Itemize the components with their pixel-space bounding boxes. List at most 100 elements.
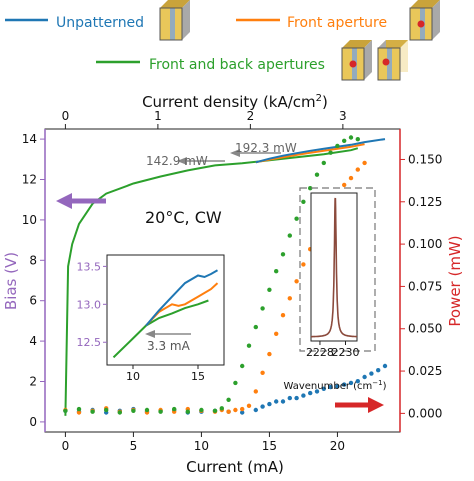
power-point-unpatterned [382, 363, 388, 369]
power-point-unpatterned [342, 382, 347, 387]
power-axis-arrow [335, 397, 384, 413]
power-point-front [348, 175, 354, 181]
power-point-both [199, 407, 204, 413]
device-icon-both-apertures-front [341, 40, 372, 81]
power-point-both [63, 408, 68, 413]
bias-line-both [64, 147, 359, 416]
inset-bias-frame [106, 254, 225, 366]
y-right-axis-title: Power (mW) [446, 235, 464, 326]
power-point-unpatterned [328, 384, 333, 390]
inset-bias-y-tick-label: 13.0 [77, 298, 102, 311]
axis-ticks: 0 5 10 15 200 1 2 3024681012140.0000.0250.0500.… [22, 109, 443, 453]
x-bottom-tick-label: 10 [194, 439, 209, 453]
x-top-tick-label: 1 [154, 109, 162, 123]
power-point-both [355, 137, 360, 142]
power-point-both [280, 252, 286, 257]
data-series [63, 135, 388, 416]
inset-bias-line-front [145, 282, 219, 327]
x-top-axis-title: Current density (kA/cm2) [142, 93, 328, 111]
inset-bias-line-unpatterned [145, 269, 219, 327]
power-point-both [212, 408, 218, 413]
inset-bias-y-tick-label: 12.5 [77, 336, 102, 349]
power-point-unpatterned [274, 399, 279, 404]
inset-bias-line-both [112, 299, 209, 359]
power-point-both [294, 216, 299, 221]
power-point-front [76, 410, 82, 415]
power-point-unpatterned [253, 407, 258, 413]
y-left-tick-label: 12 [22, 173, 37, 187]
power-point-both [301, 199, 306, 204]
power-point-both [267, 287, 272, 292]
power-point-unpatterned [267, 401, 272, 407]
inset-spectrum-xlabel: Wavenumber (cm−1) [283, 379, 386, 392]
power-point-front [294, 279, 299, 284]
power-point-both [158, 409, 163, 414]
inset-bias-x-tick-label: 10 [126, 370, 140, 383]
power-point-unpatterned [260, 404, 265, 409]
mw-annotation-arrows [177, 149, 281, 165]
y-right-tick-label: 0.050 [408, 322, 442, 336]
annotation-192mw: 192.3 mW [235, 141, 297, 155]
legend-label-both: Front and back apertures [149, 57, 325, 73]
power-point-both [233, 380, 238, 386]
inset-spectrum-line [311, 197, 357, 338]
y-right-tick-label: 0.125 [408, 195, 442, 209]
y-left-tick-label: 6 [29, 294, 37, 308]
power-point-front [226, 409, 231, 414]
power-point-both [144, 407, 150, 413]
condition-label: 20°C, CW [145, 208, 222, 227]
power-point-both [185, 409, 190, 414]
y-right-tick-label: 0.075 [408, 279, 442, 293]
power-point-front [240, 406, 245, 412]
power-point-both [314, 172, 320, 177]
power-point-both [219, 406, 224, 411]
y-right-tick-label: 0.000 [408, 406, 442, 420]
power-point-front [287, 296, 292, 301]
power-point-front [267, 351, 272, 357]
x-bottom-tick-label: 5 [130, 439, 138, 453]
inset-shift-label: 3.3 mA [147, 339, 191, 353]
power-point-both [342, 138, 347, 143]
bias-line-front [255, 143, 365, 164]
power-point-both [348, 135, 354, 140]
y-right-tick-label: 0.150 [408, 152, 442, 166]
x-bottom-tick-label: 20 [330, 439, 345, 453]
inset-bias-y-tick-label: 13.5 [77, 260, 102, 273]
legend-label-front: Front aperture [287, 15, 387, 31]
device-icon-both-apertures-back [377, 40, 408, 81]
power-point-front [233, 407, 238, 413]
x-bottom-tick-label: 0 [62, 439, 70, 453]
inset-spectrum-x-tick-label: 2228 [306, 346, 334, 359]
y-left-tick-label: 10 [22, 213, 37, 227]
bias-axis-arrow [56, 193, 106, 209]
power-point-both [117, 410, 123, 415]
power-point-front [342, 182, 347, 188]
device-icon-unpatterned [159, 0, 190, 41]
x-top-tick-label: 2 [247, 109, 255, 123]
power-point-both [131, 408, 136, 413]
power-point-front [355, 167, 360, 172]
power-point-unpatterned [335, 384, 340, 389]
annotation-143mw: 142.9 mW [146, 154, 208, 168]
y-left-tick-label: 8 [29, 253, 37, 267]
power-point-both [308, 186, 313, 191]
power-point-unpatterned [294, 395, 299, 401]
power-point-unpatterned [321, 386, 326, 391]
power-point-unpatterned [301, 393, 306, 398]
y-right-tick-label: 0.100 [408, 237, 442, 251]
y-left-axis-title: Bias (V) [2, 252, 20, 310]
legend-label-unpatterned: Unpatterned [56, 15, 144, 31]
inset-bias-zoom: 10 15 12.5 13.0 13.5 3.3 mA [77, 254, 225, 383]
x-top-tick-label: 3 [339, 109, 347, 123]
power-point-unpatterned [308, 390, 313, 396]
power-point-both [172, 406, 177, 412]
power-point-front [280, 313, 286, 318]
power-point-unpatterned [348, 380, 354, 386]
power-point-both [246, 343, 252, 348]
power-point-both [321, 160, 326, 166]
power-point-unpatterned [280, 399, 286, 404]
power-point-both [274, 269, 279, 274]
